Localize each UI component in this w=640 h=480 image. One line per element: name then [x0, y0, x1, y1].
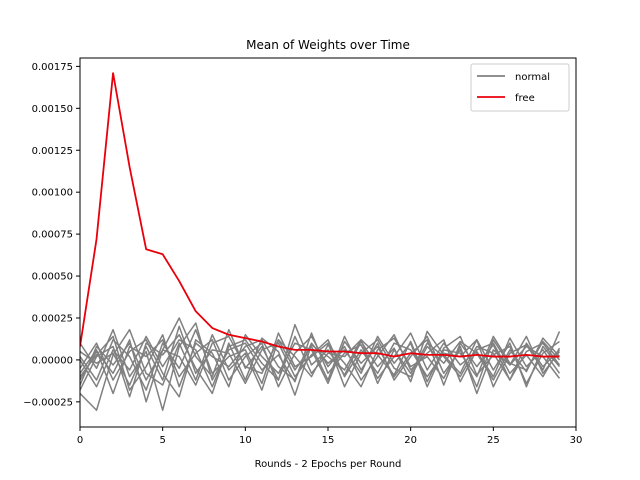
x-tick-label: 20: [404, 435, 417, 446]
free-series-group: [80, 72, 560, 358]
legend: normal free: [470, 63, 570, 112]
x-tick-label: 0: [77, 435, 83, 446]
x-tick-label: 5: [159, 435, 165, 446]
x-axis: 0 5 10 15 20 25 30: [77, 427, 583, 446]
y-axis: −0.00025 0.00000 0.00025 0.00050 0.00075 0.00…: [23, 62, 80, 408]
y-tick-label: 0.00150: [32, 104, 73, 115]
y-tick-label: 0.00100: [32, 188, 73, 199]
y-tick-label: 0.00075: [32, 230, 73, 241]
legend-label-free: free: [515, 93, 535, 104]
y-tick-label: 0.00025: [32, 313, 73, 324]
normal-series-group: [80, 317, 561, 411]
normal-series-line: [80, 328, 561, 411]
normal-series-line: [80, 335, 561, 388]
y-tick-label: 0.00125: [32, 146, 73, 157]
normal-series-line: [80, 325, 561, 388]
plot-frame: [79, 57, 577, 428]
y-tick-label: 0.00050: [32, 272, 73, 283]
y-tick-label: −0.00025: [23, 397, 73, 408]
y-tick-label: 0.00175: [32, 62, 73, 73]
x-tick-label: 25: [487, 435, 500, 446]
legend-label-normal: normal: [515, 72, 550, 83]
x-axis-label: Rounds - 2 Epochs per Round: [255, 459, 402, 470]
x-tick-label: 30: [570, 435, 583, 446]
free-series-line: [80, 72, 560, 358]
x-tick-label: 10: [239, 435, 252, 446]
chart-title: Mean of Weights over Time: [246, 38, 410, 52]
x-tick-label: 15: [322, 435, 335, 446]
normal-series-line: [80, 334, 561, 398]
normal-series-line: [80, 334, 561, 391]
y-tick-label: 0.00000: [32, 355, 73, 366]
